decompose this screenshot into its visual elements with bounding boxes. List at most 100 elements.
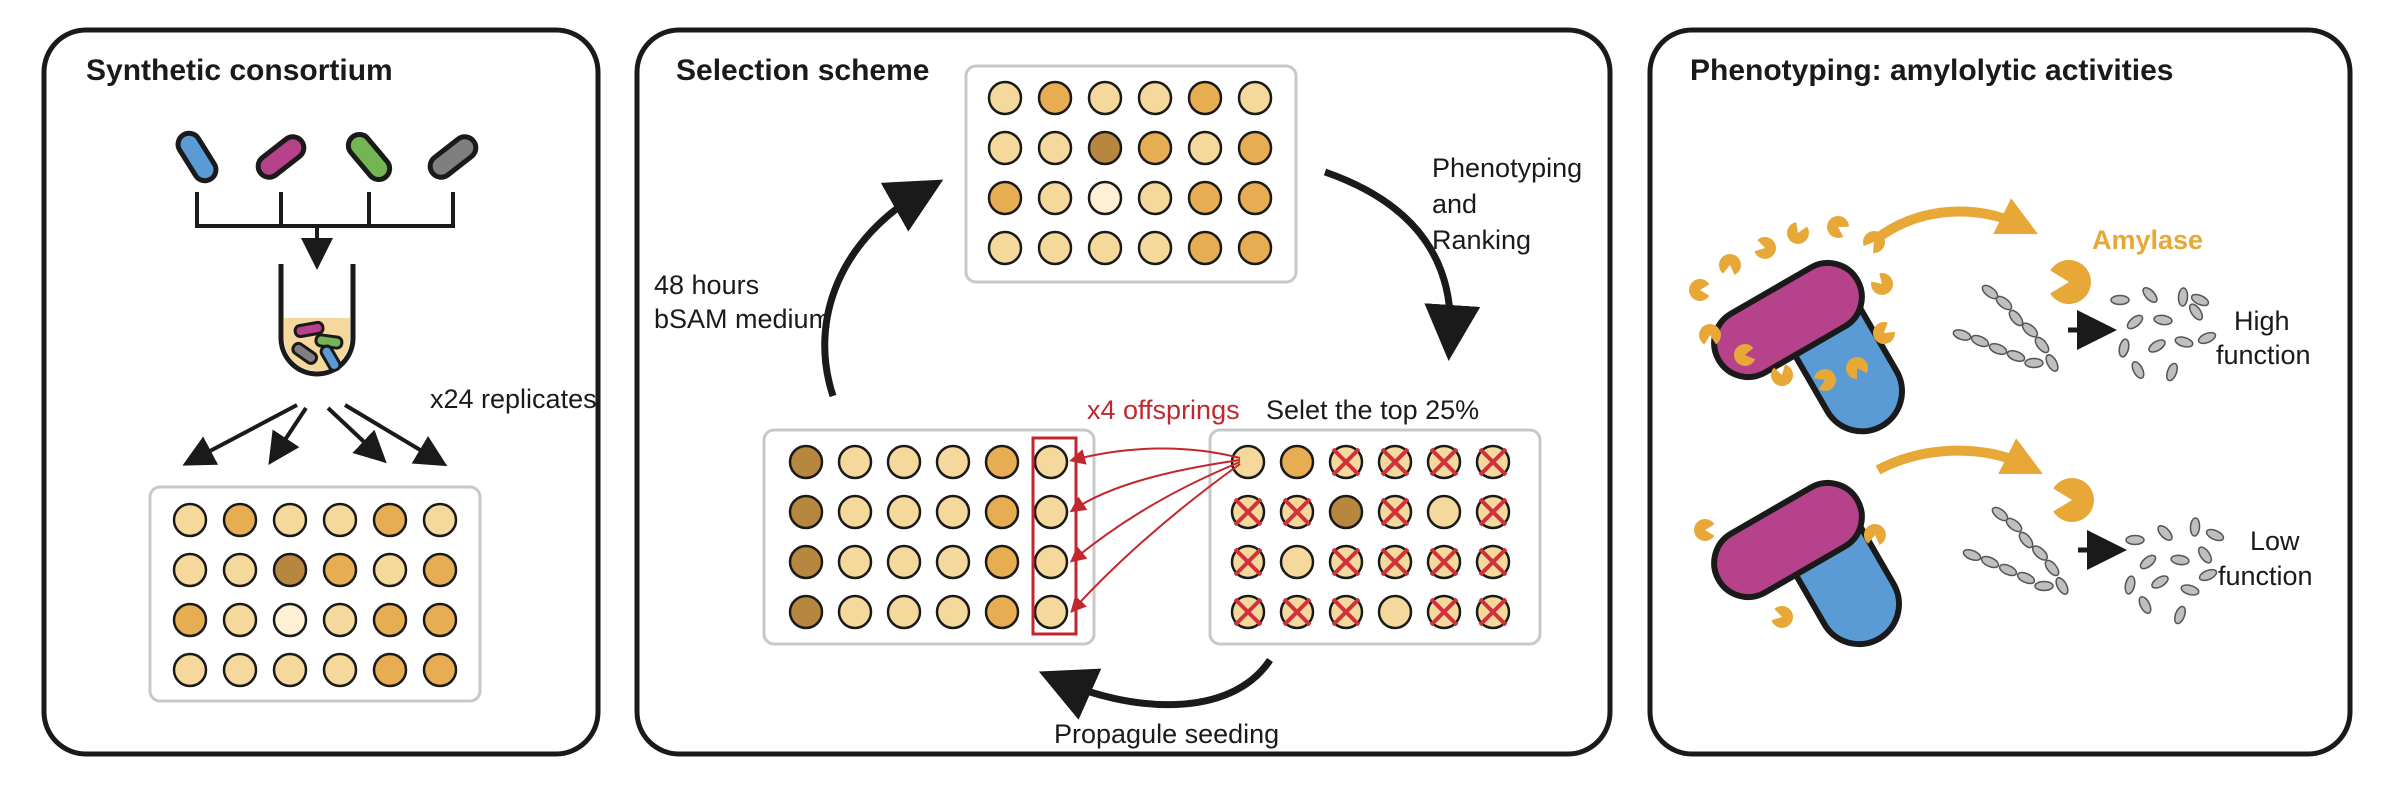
glucose-unit: [2024, 357, 2044, 369]
amylase-icon: [1863, 523, 1886, 545]
arrow-to-top-plate: [821, 179, 944, 398]
arrow-propagule-seeding: [1038, 658, 1273, 720]
sugar-fragment: [2205, 528, 2225, 542]
plate-well: [272, 652, 308, 688]
plate-well: [222, 502, 258, 538]
sugar-fragment: [2190, 293, 2210, 307]
plate-well: [1087, 130, 1123, 166]
sugar-fragment: [2188, 303, 2204, 321]
sugar-fragment: [2197, 331, 2217, 345]
sugar-fragment: [2177, 287, 2189, 307]
panel-frame: [634, 27, 1613, 757]
plate-well: [1230, 444, 1266, 480]
amylase-icon: [1771, 605, 1794, 628]
plate-well: [886, 494, 922, 530]
top-plate: [964, 64, 1298, 284]
plate-well: [935, 594, 971, 630]
sugar-fragment: [2139, 554, 2157, 570]
amylase-icon: [1693, 519, 1715, 541]
plate-well: [1087, 180, 1123, 216]
plate-well: [1033, 594, 1069, 630]
plate-well: [837, 544, 873, 580]
glucose-unit: [1988, 342, 2008, 356]
sugar-fragment: [2131, 360, 2145, 380]
amylase-icon: [2053, 477, 2094, 522]
amylase-icon: [1771, 364, 1794, 387]
discard-cross: [1233, 497, 1263, 527]
amylase-icon: [1871, 272, 1894, 295]
plate-well: [222, 602, 258, 638]
sugar-fragment: [2125, 534, 2145, 546]
glucose-unit: [1962, 548, 1982, 562]
amylase-icon: [1718, 253, 1741, 275]
sugar-fragment: [2157, 524, 2173, 542]
sugar-fragment: [2174, 605, 2186, 625]
amylase-enzyme-high: [2050, 260, 2091, 304]
plate-well: [1237, 180, 1273, 216]
plate-well: [1426, 494, 1462, 530]
discard-cross: [1478, 447, 1508, 477]
panel-synthetic-consortium: Synthetic consortium: [41, 27, 601, 757]
merge-bracket: [195, 192, 455, 270]
plate-well: [372, 552, 408, 588]
propagule-seeding-label: Propagule seeding: [1054, 719, 1279, 749]
glucose-unit: [1952, 329, 1972, 341]
plate-frame: [762, 428, 1096, 646]
amylase-arrow-high: [1871, 198, 2038, 244]
plate-well: [172, 602, 208, 638]
high-function-label-line1: High: [2234, 306, 2290, 336]
plate-frame: [964, 64, 1298, 284]
glucose-unit: [2018, 531, 2034, 549]
glucose-unit: [2016, 571, 2036, 585]
strain-green: [345, 132, 393, 182]
digested-sugars-high: [2110, 286, 2217, 382]
plate-well: [422, 502, 458, 538]
glucose-unit: [1980, 555, 2000, 569]
plate-well: [272, 552, 308, 588]
discard-cross: [1380, 497, 1410, 527]
split-arrows: [182, 403, 448, 467]
phenotyping-label-line1: Phenotyping: [1432, 153, 1582, 183]
plate-well: [935, 444, 971, 480]
plate-well: [422, 602, 458, 638]
secreted-amylase-high: [1688, 215, 1895, 391]
plate-well: [1037, 180, 1073, 216]
amylase-icon: [1786, 222, 1809, 244]
culture-tube: [278, 264, 356, 377]
amylase-label: Amylase: [2092, 225, 2203, 255]
plate-well: [372, 502, 408, 538]
discard-cross: [1331, 547, 1361, 577]
plate-well: [1237, 80, 1273, 116]
discard-cross: [1233, 597, 1263, 627]
discard-cross: [1331, 447, 1361, 477]
plate-well: [984, 594, 1020, 630]
amylase-icon: [1827, 215, 1849, 238]
plate-well: [886, 544, 922, 580]
plate-well: [322, 652, 358, 688]
low-function-label-line1: Low: [2250, 526, 2300, 556]
glucose-unit: [2006, 349, 2026, 363]
plate-well: [935, 494, 971, 530]
panel-title: Synthetic consortium: [86, 54, 393, 87]
plate-well: [837, 494, 873, 530]
amylase-icon: [1698, 324, 1721, 345]
plate-well: [1087, 230, 1123, 266]
offspring-column-highlight: [1031, 436, 1078, 636]
plate-well: [222, 652, 258, 688]
sugar-fragment: [2124, 575, 2136, 595]
plate-well: [1137, 230, 1173, 266]
plate-well: [1328, 494, 1364, 530]
discard-cross: [1282, 597, 1312, 627]
sugar-fragment: [2142, 286, 2158, 304]
plate-well: [1037, 80, 1073, 116]
glucose-unit: [2044, 559, 2060, 577]
sugar-fragment: [2189, 517, 2201, 537]
plate-well: [322, 602, 358, 638]
strain-4: [427, 134, 479, 180]
plate-well: [1033, 544, 1069, 580]
plate-well: [837, 444, 873, 480]
plate-well: [1279, 444, 1315, 480]
amylase-icon: [1845, 357, 1868, 379]
strain-2: [255, 134, 307, 180]
